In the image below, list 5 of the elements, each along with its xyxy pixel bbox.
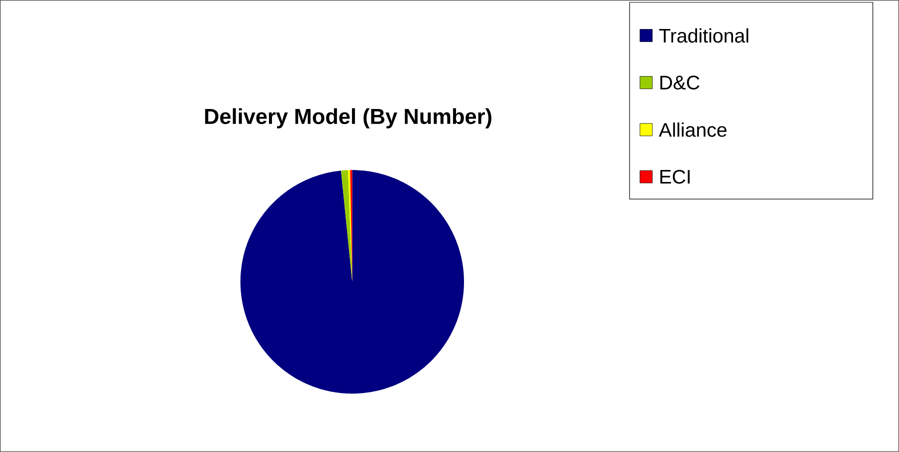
legend-label: Alliance xyxy=(658,122,727,137)
text: Delivery Model (By Number) xyxy=(205,108,492,128)
legend-label: D&C xyxy=(660,76,700,90)
legend-label: ECI xyxy=(660,170,690,184)
legend-label: Traditional xyxy=(659,28,748,43)
